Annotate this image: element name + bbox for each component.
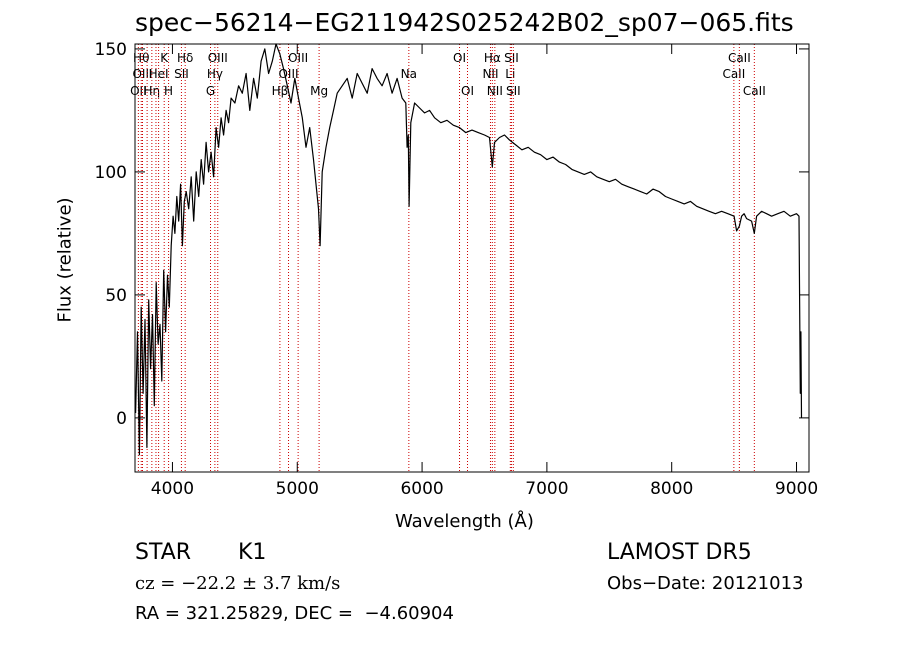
line-marker-label-9: SII [174,67,189,81]
plot-frame [134,43,810,473]
line-marker-label-10: Hδ [177,51,193,65]
line-marker-label-0: OII [130,84,147,98]
axis-ticks: 4000 5000 6000 7000 8000 9000 0 50 100 150 [95,40,819,499]
object-class: STAR [135,540,192,565]
line-marker-label-22: Hα [484,51,501,65]
line-marker-label-18: Na [401,67,417,81]
y-tick-label-1: 50 [105,286,127,306]
line-marker-label-29: CaII [743,84,766,98]
x-tick-label-0: 4000 [151,479,194,499]
spectrum-line-0 [135,43,803,456]
line-marker-label-14: Hβ [272,84,289,98]
line-marker-label-12: Hγ [207,67,223,81]
line-marker-label-24: Li [505,67,515,81]
line-marker-label-19: OI [453,51,466,65]
line-marker-label-23: NII [487,84,503,98]
coordinates: RA = 321.25829, DEC = −4.60904 [135,603,454,624]
line-marker-label-26: SII [506,84,521,98]
line-marker-label-8: H [164,84,173,98]
observation-date: Obs−Date: 20121013 [607,573,804,594]
line-marker-label-6: HeI [149,67,169,81]
line-marker-label-21: NII [482,67,498,81]
line-marker-label-27: CaII [722,67,745,81]
line-marker-label-17: Mg [310,84,328,98]
x-tick-label-4: 8000 [650,479,693,499]
line-marker-label-4: Hη [144,84,161,98]
y-tick-label-3: 150 [95,40,127,60]
survey-name: LAMOST DR5 [607,540,752,565]
object-subclass: K1 [238,540,267,565]
line-marker-label-7: K [160,51,169,65]
line-marker-label-13: OIII [208,51,228,65]
x-tick-label-1: 5000 [276,479,319,499]
line-marker-label-28: CaII [728,51,751,65]
y-tick-label-0: 0 [116,409,127,429]
line-marker-label-20: OI [461,84,474,98]
y-axis-label: Flux (relative) [54,197,76,323]
line-marker-label-1: Hθ [133,51,149,65]
y-tick-label-2: 100 [95,163,127,183]
line-marker-label-16: OIII [288,51,308,65]
redshift-cz: cz = −22.2 ± 3.7 km/s [135,573,341,594]
series-layer [135,43,803,456]
line-marker-label-11: G [206,84,215,98]
x-tick-label-2: 6000 [400,479,443,499]
chart-title: spec−56214−EG211942S025242B02_sp07−065.f… [135,8,794,37]
line-markers: OIIHθOIIIHηHeIKHSIIHδGHγOIIIHβOIIIOIIIMg… [130,44,766,472]
line-marker-label-25: SII [504,51,519,65]
x-tick-label-3: 7000 [525,479,568,499]
x-tick-label-5: 9000 [775,479,818,499]
x-axis-label: Wavelength (Å) [395,511,534,532]
line-marker-label-15: OIII [278,67,298,81]
